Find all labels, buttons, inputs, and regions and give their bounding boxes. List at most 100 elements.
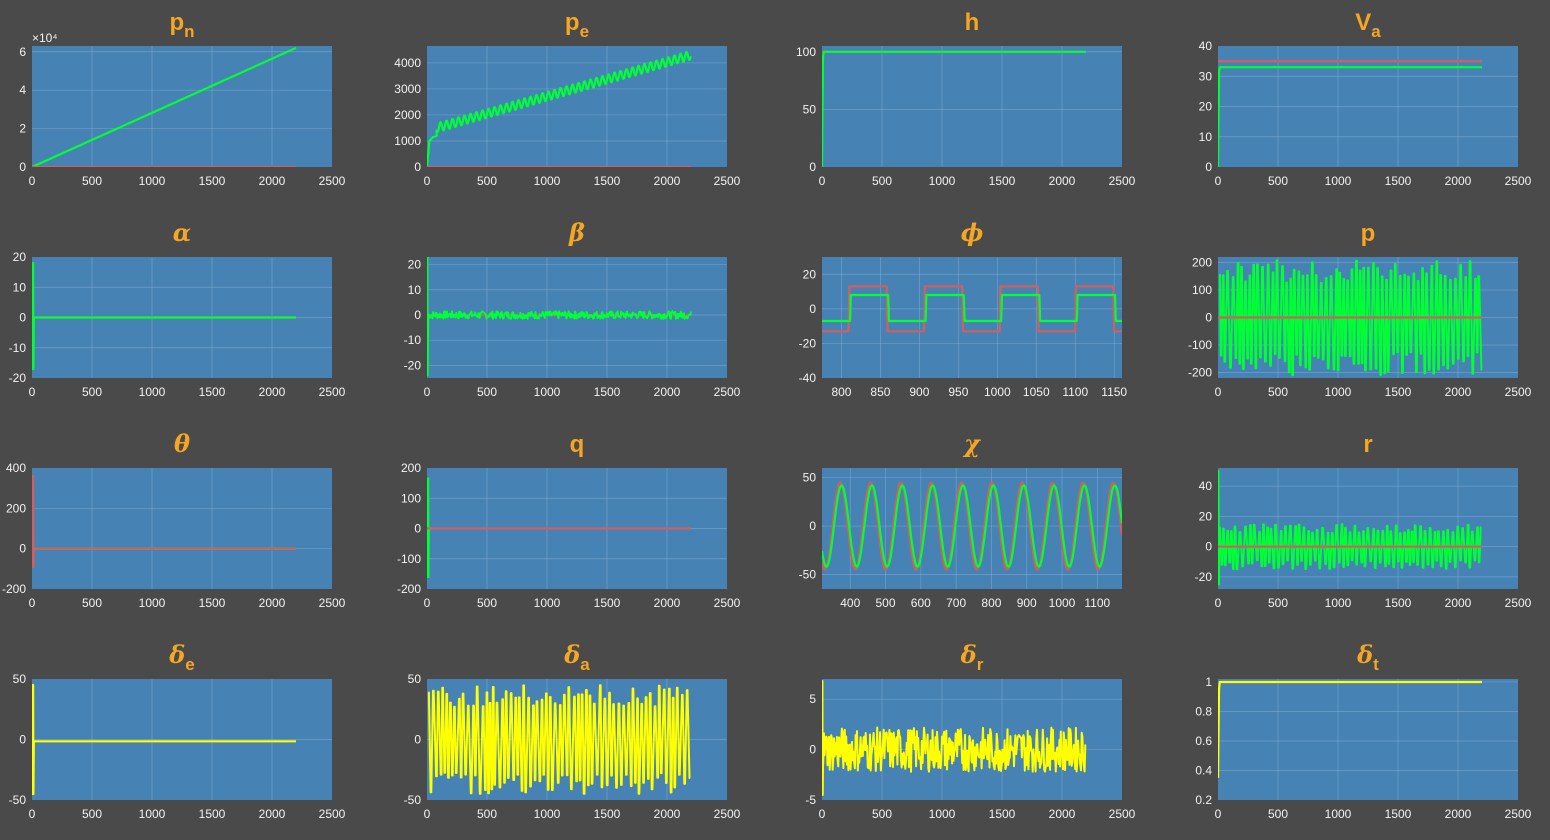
x-tick-label: 500	[477, 174, 497, 188]
y-tick-label: -10	[404, 333, 422, 347]
y-tick-label: 0	[1205, 160, 1212, 174]
subplot-title: h	[965, 9, 980, 36]
subplot-dt: 0 500 1000 1500 2000 2500 0.2 0.4 0.6 0.8 1 δt	[1195, 640, 1531, 821]
x-tick-label: 2000	[259, 174, 286, 188]
y-tick-label: -200	[1188, 366, 1212, 380]
series-actual	[822, 50, 1086, 167]
x-tick-label: 950	[948, 385, 968, 399]
x-tick-label: 850	[870, 385, 890, 399]
y-tick-label: -20	[1195, 570, 1213, 584]
x-tick-label: 500	[876, 596, 896, 610]
subplot-p: 0 500 1000 1500 2000 2500 -200 -100 0 100 200 p	[1188, 220, 1532, 399]
x-tick-label: 1100	[1062, 385, 1088, 399]
x-tick-label: 1500	[989, 174, 1016, 188]
y-tick-label: -40	[799, 371, 817, 385]
x-tick-label: 0	[1215, 385, 1222, 399]
x-tick-label: 2500	[1505, 385, 1532, 399]
x-tick-label: 1100	[1084, 596, 1110, 610]
series-actual	[1218, 66, 1482, 167]
x-tick-label: 0	[29, 385, 36, 399]
x-tick-label: 0	[29, 596, 36, 610]
y-tick-label: 0	[809, 160, 816, 174]
x-tick-label: 2000	[654, 174, 681, 188]
series-input	[427, 684, 691, 795]
axes-background	[822, 46, 1122, 167]
series-actual	[427, 257, 692, 377]
y-tick-label: 40	[1199, 39, 1213, 53]
y-tick-label: 20	[1199, 100, 1213, 114]
y-tick-label: -50	[799, 567, 817, 581]
series-actual	[1218, 470, 1482, 586]
series-actual	[822, 484, 1122, 568]
y-tick-label: 0	[809, 519, 816, 533]
x-tick-label: 2000	[1445, 385, 1472, 399]
x-tick-label: 1000	[139, 807, 166, 821]
y-tick-label: 20	[1199, 509, 1213, 523]
x-tick-label: 1000	[139, 174, 166, 188]
x-tick-label: 2000	[259, 596, 286, 610]
y-tick-label: 4000	[394, 56, 421, 70]
y-tick-label: -200	[2, 582, 26, 596]
x-tick-label: 1000	[929, 807, 956, 821]
x-tick-label: 500	[477, 596, 497, 610]
series-actual	[427, 50, 692, 167]
y-tick-label: -20	[9, 371, 27, 385]
y-tick-label: 100	[401, 491, 421, 505]
x-tick-label: 2000	[259, 385, 286, 399]
x-tick-label: 2000	[1445, 807, 1472, 821]
y-tick-label: -100	[397, 552, 421, 566]
y-tick-label: 100	[796, 45, 816, 59]
x-tick-label: 500	[1268, 385, 1288, 399]
x-tick-label: 2500	[714, 596, 741, 610]
x-tick-label: 2000	[1445, 596, 1472, 610]
x-tick-label: 1000	[984, 385, 1011, 399]
x-tick-label: 900	[909, 385, 929, 399]
subplot-q: 0 500 1000 1500 2000 2500 -200 -100 0 100 200 q	[397, 431, 741, 610]
subplot-alpha: 0 500 1000 1500 2000 2500 -20 -10 0 10 20 α	[9, 218, 346, 399]
x-tick-label: 500	[477, 385, 497, 399]
y-tick-label: 0.8	[1195, 704, 1212, 718]
y-tick-label: 200	[6, 501, 26, 515]
y-tick-label: 0	[1205, 311, 1212, 325]
series-actual	[32, 262, 296, 370]
axes-background	[32, 46, 332, 167]
x-tick-label: 0	[1215, 807, 1222, 821]
subplot-beta: 0 500 1000 1500 2000 2500 -20 -10 0 10 20 β	[404, 218, 741, 399]
x-tick-label: 1150	[1101, 385, 1127, 399]
x-tick-label: 2500	[1505, 174, 1532, 188]
y-tick-label: 0	[19, 542, 26, 556]
x-tick-label: 1500	[989, 807, 1016, 821]
subplot-title: δe	[168, 640, 194, 674]
y-tick-label: 2000	[394, 108, 421, 122]
y-tick-label: 50	[803, 471, 817, 485]
subplot-h: 0 500 1000 1500 2000 2500 0 50 100 h	[796, 9, 1136, 188]
series-input	[1218, 680, 1482, 778]
x-tick-label: 2500	[319, 807, 346, 821]
y-tick-label: 0	[414, 308, 421, 322]
y-tick-label: 6	[19, 45, 26, 59]
x-tick-label: 600	[911, 596, 931, 610]
x-tick-label: 1000	[1049, 596, 1076, 610]
x-tick-label: 1500	[1385, 385, 1412, 399]
y-tick-label: 50	[408, 672, 422, 686]
subplot-title: χ	[962, 429, 981, 458]
x-tick-label: 2500	[714, 807, 741, 821]
y-tick-label: 400	[6, 461, 26, 475]
subplot-va: 0 500 1000 1500 2000 2500 0 10 20 30 40 Va	[1199, 9, 1532, 188]
y-tick-label: 1	[1205, 675, 1212, 689]
y-tick-label: 20	[13, 250, 27, 264]
x-tick-label: 1500	[594, 596, 621, 610]
x-tick-label: 500	[872, 807, 892, 821]
x-tick-label: 1500	[1385, 174, 1412, 188]
y-tick-label: -50	[404, 793, 422, 807]
y-tick-label: -10	[9, 341, 27, 355]
y-tick-label: 4	[19, 83, 26, 97]
series-commanded	[32, 475, 296, 568]
x-tick-label: 2000	[654, 596, 681, 610]
y-tick-label: 30	[1199, 69, 1213, 83]
x-tick-label: 2000	[259, 807, 286, 821]
x-tick-label: 1000	[1325, 596, 1352, 610]
subplot-title: pn	[169, 9, 194, 41]
